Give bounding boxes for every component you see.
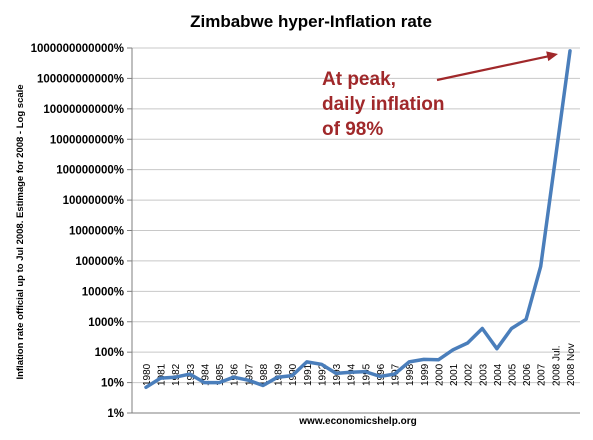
x-tick-label: 1984 [200,363,211,386]
y-axis-ticks: 1% 10% 100% 1000% 10000% 100000% 1000000% 10000… [31,43,132,420]
x-tick-label: 2001 [449,363,460,386]
y-tick-label: 10000000000% [43,104,124,116]
data-point [305,360,309,364]
source-credit: www.economicshelp.org [298,416,416,427]
data-point [203,381,206,384]
data-point [393,372,396,376]
y-tick-label: 1000000000% [50,134,124,146]
y-tick-label: 1% [107,408,124,420]
x-tick-label: 1986 [230,363,241,386]
x-tick-label: 2008 Jul. [551,345,562,386]
y-tick-label: 10000% [82,286,124,298]
data-point [524,317,528,321]
y-tick-label: 1000000% [69,226,124,238]
y-tick-label: 1000% [88,317,124,329]
gridlines [132,47,580,384]
x-tick-label: 2008 Nov [566,343,577,386]
data-point [363,370,367,373]
x-tick-label: 1995 [361,363,372,386]
x-tick-label: 1994 [347,363,358,386]
y-tick-label: 100000000000% [37,73,124,85]
y-tick-label: 100000% [75,256,124,268]
chart-title: Zimbabwe hyper-Inflation rate [190,12,432,31]
x-tick-label: 1987 [244,363,255,386]
data-point [188,372,192,376]
data-point [422,357,426,361]
y-tick-label: 100% [95,347,124,359]
x-axis-ticks: 1980 1981 1982 1983 1984 1985 1986 1987 1988 1989… [142,343,577,386]
data-point [173,375,177,379]
x-tick-label: 2005 [508,363,519,386]
data-point [334,372,338,375]
data-point [495,347,499,351]
data-point [451,348,455,352]
data-point [232,375,236,379]
data-point [217,381,221,384]
annotation-arrow-shaft [436,54,551,82]
data-point [510,327,513,330]
peak-annotation: At peak, daily inflation of 98% [322,51,558,140]
x-tick-label: 1998 [405,363,416,386]
y-axis-label: Inflation rate official up to Jul 2008. … [15,84,26,379]
x-tick-label: 2000 [434,363,445,386]
y-tick-label: 100000000% [56,165,124,177]
series-layer [144,49,572,390]
x-tick-label: 2007 [537,363,548,386]
annotation-line: At peak, [322,69,396,90]
data-point [349,370,353,374]
data-point [144,385,148,389]
annotation-line: of 98% [322,119,383,140]
x-tick-label: 2004 [493,363,504,386]
x-tick-label: 1988 [259,363,270,386]
data-point [246,378,250,382]
x-tick-label: 1991 [303,363,314,386]
data-point [539,265,543,268]
x-tick-label: 2006 [522,363,533,386]
x-tick-label: 2002 [464,363,475,386]
data-point [437,358,440,362]
x-tick-label: 1980 [142,363,153,386]
data-point [553,157,557,161]
data-point [407,360,411,364]
data-point [159,376,163,380]
x-tick-label: 1981 [157,363,168,386]
data-point [276,375,279,379]
data-point [290,374,294,377]
annotation-arrow-head [546,51,558,62]
x-tick-label: 2003 [478,363,489,386]
data-point [261,384,265,387]
data-point [378,374,382,378]
x-tick-label: 1989 [274,363,285,386]
data-point [480,327,484,330]
x-tick-label: 1982 [171,363,182,386]
x-tick-label: 1985 [215,363,226,386]
y-tick-label: 10000000% [63,195,124,207]
data-point [568,49,572,53]
data-point [466,341,470,345]
x-tick-label: 1999 [420,363,431,386]
data-point [320,362,323,366]
series-line [144,49,572,390]
annotation-line: daily inflation [322,94,444,115]
x-tick-label: 1992 [317,363,328,386]
y-tick-label: 10% [101,378,124,390]
y-tick-label: 1000000000000% [31,43,124,55]
